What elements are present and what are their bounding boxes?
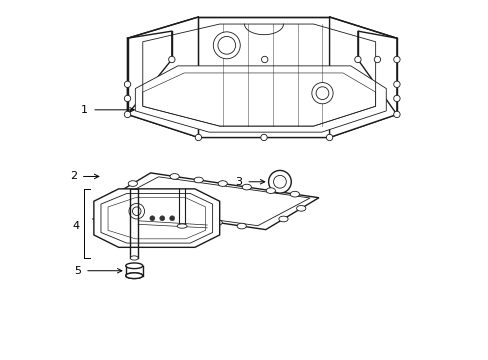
Text: 1: 1 (81, 105, 88, 115)
Circle shape (393, 95, 399, 102)
Ellipse shape (130, 256, 138, 260)
Circle shape (160, 216, 164, 221)
Circle shape (393, 111, 399, 118)
Text: 5: 5 (74, 266, 81, 276)
Circle shape (354, 56, 360, 63)
Circle shape (268, 170, 291, 193)
Polygon shape (127, 31, 171, 114)
Ellipse shape (237, 223, 246, 229)
Ellipse shape (125, 263, 142, 269)
Ellipse shape (189, 216, 198, 222)
Ellipse shape (218, 181, 227, 186)
Circle shape (124, 95, 130, 102)
Ellipse shape (278, 216, 287, 222)
Circle shape (311, 82, 332, 104)
Circle shape (124, 81, 130, 87)
Circle shape (213, 32, 240, 59)
Circle shape (373, 56, 380, 63)
Ellipse shape (125, 273, 142, 279)
Circle shape (132, 207, 141, 215)
Circle shape (325, 134, 332, 141)
Ellipse shape (110, 192, 120, 197)
Circle shape (260, 134, 266, 141)
Ellipse shape (164, 213, 174, 218)
Circle shape (168, 56, 175, 63)
Circle shape (273, 175, 286, 188)
Ellipse shape (265, 188, 275, 193)
Ellipse shape (296, 206, 305, 211)
Circle shape (195, 134, 201, 141)
Text: 3: 3 (235, 177, 242, 187)
Circle shape (129, 203, 144, 219)
Polygon shape (135, 66, 386, 132)
Ellipse shape (125, 273, 142, 279)
Circle shape (393, 56, 399, 63)
Polygon shape (97, 173, 318, 230)
Polygon shape (198, 17, 329, 138)
Ellipse shape (242, 184, 251, 190)
Polygon shape (357, 31, 396, 114)
Circle shape (261, 56, 267, 63)
Text: 2: 2 (70, 171, 77, 181)
Circle shape (149, 216, 155, 221)
Polygon shape (94, 189, 219, 247)
Ellipse shape (170, 174, 179, 179)
Text: 4: 4 (73, 221, 80, 231)
Circle shape (169, 216, 174, 221)
Ellipse shape (290, 192, 299, 197)
Polygon shape (127, 17, 198, 138)
Circle shape (124, 111, 130, 118)
Ellipse shape (141, 209, 150, 215)
Polygon shape (329, 17, 396, 138)
Polygon shape (127, 59, 396, 138)
Ellipse shape (213, 220, 222, 225)
Ellipse shape (117, 206, 126, 211)
Circle shape (218, 36, 235, 54)
Circle shape (315, 87, 328, 100)
Ellipse shape (177, 224, 187, 228)
Ellipse shape (128, 181, 137, 186)
Circle shape (393, 81, 399, 87)
Ellipse shape (194, 177, 203, 183)
Polygon shape (142, 73, 375, 126)
